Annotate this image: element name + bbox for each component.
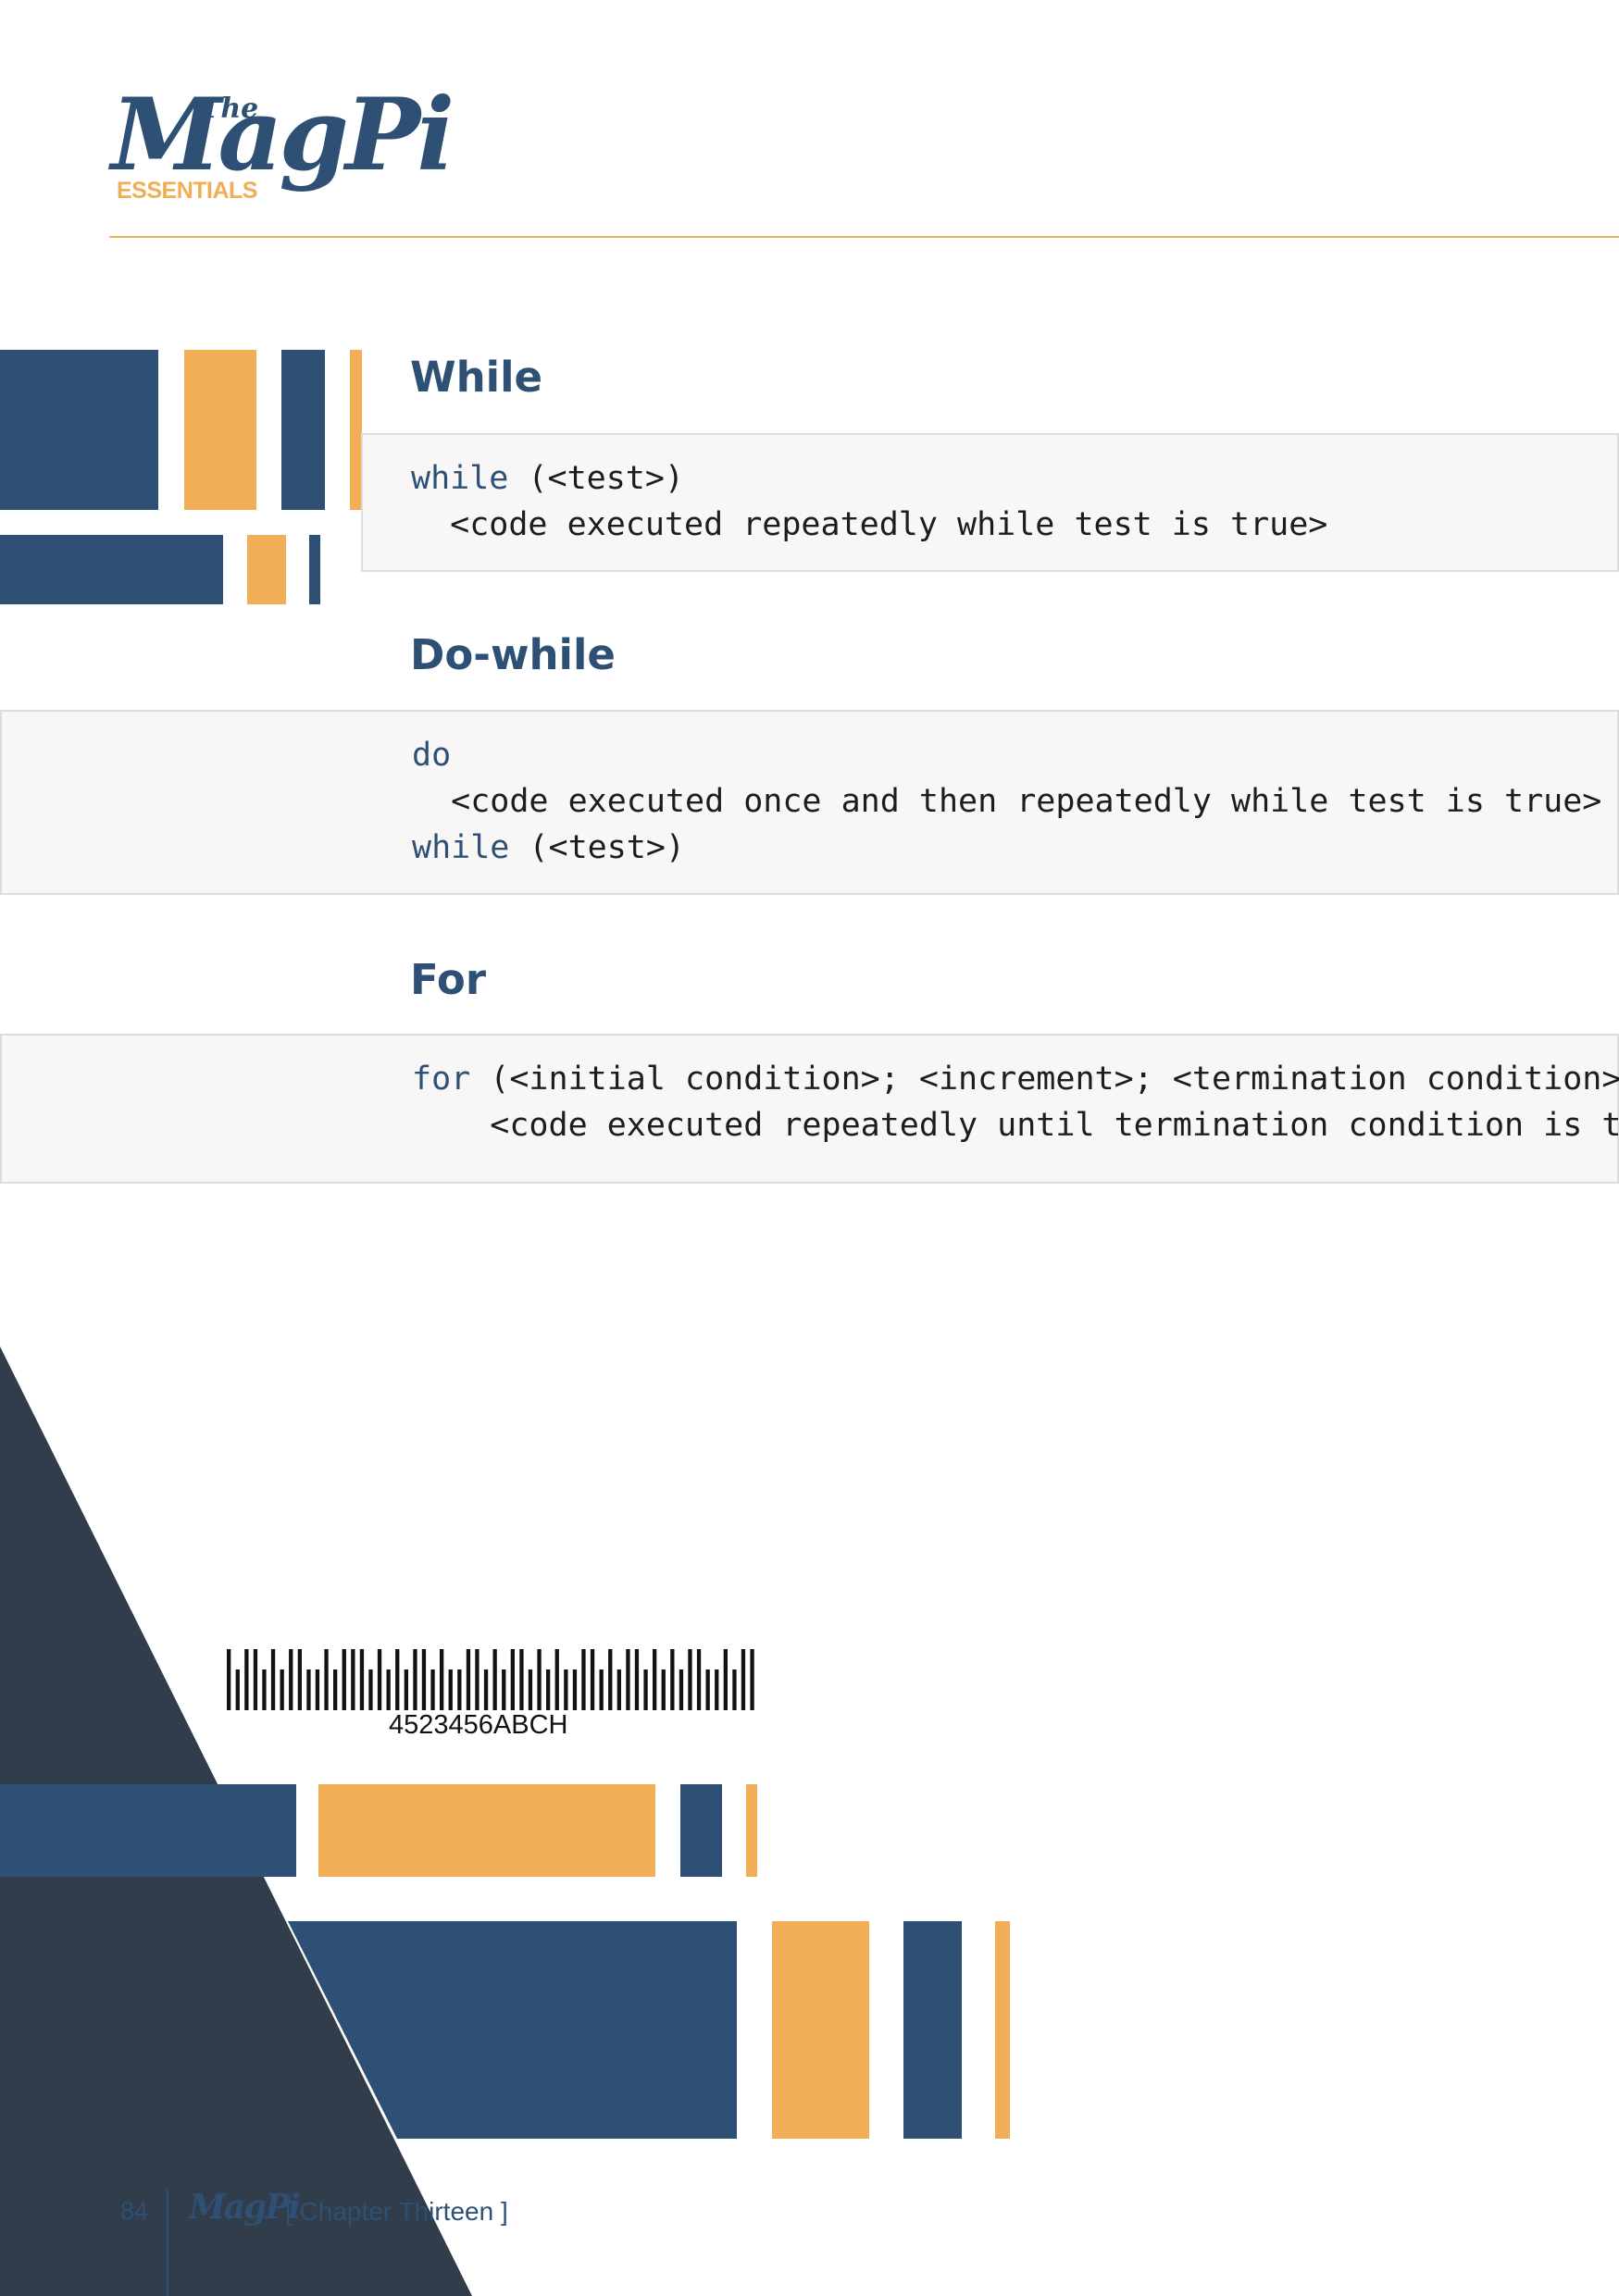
barcode-bar [280,1669,284,1710]
code-line: <code executed repeatedly until terminat… [412,1107,1619,1144]
code-line: while (<test>) [411,460,685,497]
barcode-bar [679,1669,684,1710]
barcode-bar [502,1669,506,1710]
barcode-bar [421,1649,427,1710]
code-line: do [412,737,452,774]
logo-wordmark: MagPi [111,77,455,193]
barcode-bar [634,1649,640,1710]
barcode-bar [616,1669,621,1710]
barcode-bar [466,1649,471,1710]
barcode-bar [732,1669,737,1710]
barcode-bar [723,1649,728,1710]
page-number: 84 [120,2197,149,2225]
barcode-bar [404,1669,408,1710]
barcode-bar [395,1649,400,1710]
barcode-bar [564,1669,568,1710]
barcode-bar [510,1649,515,1710]
header-rule [109,236,1619,238]
barcode-bar [440,1649,444,1710]
barcode-bar [333,1669,338,1710]
barcode-bar [750,1649,754,1710]
deco-bar [680,1784,722,1877]
barcode-bar [413,1649,417,1710]
deco-bar [995,1921,1010,2139]
deco-bar [0,535,223,604]
barcode-bar [289,1649,293,1710]
barcode-bar [696,1649,702,1710]
barcode-bar [705,1669,710,1710]
barcode-bar [448,1669,453,1710]
barcode-bar [653,1649,657,1710]
barcode-bar [315,1669,320,1710]
barcode-bar [715,1669,719,1710]
deco-bar [309,535,320,604]
logo-the: The [200,93,259,125]
section-title-do-while: Do-while [410,630,616,679]
barcode-bar [297,1649,302,1710]
code-line: <code executed repeatedly while test is … [411,506,1328,543]
deco-bar [281,350,325,510]
footer-divider [167,2190,168,2296]
barcode-bar [608,1649,613,1710]
barcode-number: 4523456ABCH [389,1710,568,1740]
barcode-bar [244,1649,249,1710]
barcode-bar [342,1649,346,1710]
barcode-bar [359,1649,365,1710]
barcode-bar [626,1649,630,1710]
barcode-bar [227,1649,231,1710]
deco-bar [0,1784,296,1877]
logo-subtitle: ESSENTIALS [117,178,257,204]
barcode-bar [528,1669,533,1710]
code-block-while: while (<test>) <code executed repeatedly… [361,433,1619,572]
code-block-do-while: do <code executed once and then repeated… [0,710,1619,895]
barcode-bar [741,1649,746,1710]
section-title-for: For [410,955,487,1004]
deco-bar [288,1921,737,2139]
barcode-bar [537,1649,542,1710]
code-block-for: for (<initial condition>; <increment>; <… [0,1034,1619,1184]
barcode-bar [324,1649,329,1710]
barcode-bar [670,1649,675,1710]
barcode-bar [519,1649,524,1710]
barcode-bar [492,1649,497,1710]
barcode-bar [457,1669,462,1710]
barcode-graphic [227,1649,754,1710]
barcode-bar [253,1649,258,1710]
barcode-bar [643,1669,648,1710]
barcode-bar [572,1669,578,1710]
barcode-bar [377,1649,382,1710]
deco-bar [772,1921,869,2139]
barcode-bar [554,1649,559,1710]
barcode-bar [599,1669,604,1710]
barcode-bar [590,1649,595,1710]
barcode-bar [581,1649,586,1710]
barcode-bar [546,1669,551,1710]
deco-bar [350,350,362,510]
footer-chapter-label: [ Chapter Thirteen ] [285,2197,508,2226]
deco-bar [184,350,256,510]
deco-bar [746,1784,757,1877]
code-line: while (<test>) [412,829,686,866]
magpi-essentials-logo: MagPi The ESSENTIALS [111,85,455,205]
barcode-bar [661,1669,666,1710]
section-title-while: While [410,353,543,402]
footer-magpi-logo: MagPi [189,2188,301,2227]
code-line: for (<initial condition>; <increment>; <… [412,1061,1619,1098]
code-line: <code executed once and then repeatedly … [412,783,1602,820]
barcode-bar [270,1649,276,1710]
barcode-bar [306,1669,311,1710]
barcode-bar [386,1669,391,1710]
barcode-bar [368,1669,373,1710]
deco-bar [903,1921,962,2139]
deco-bar [318,1784,655,1877]
barcode-bar [475,1649,479,1710]
deco-bar [247,535,286,604]
barcode-bar [688,1649,692,1710]
barcode-bar [351,1649,355,1710]
barcode-bar [483,1669,489,1710]
barcode-bar [430,1669,435,1710]
deco-bar [0,350,158,510]
barcode-bar [262,1669,267,1710]
barcode-bar [235,1669,240,1710]
